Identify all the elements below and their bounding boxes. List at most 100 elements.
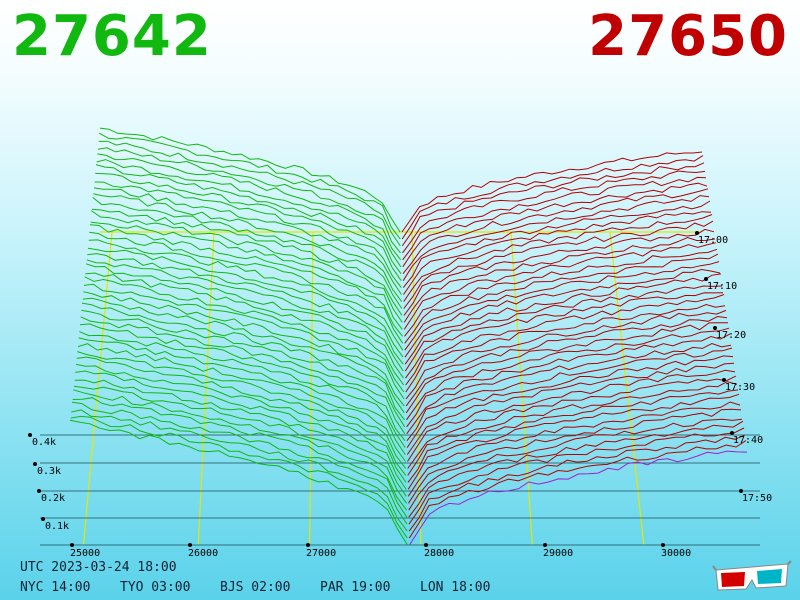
bid-depth-line [99, 132, 401, 240]
ask-depth-line [407, 375, 737, 469]
bid-depth-line [88, 239, 404, 351]
ask-depth-line [407, 369, 736, 462]
ask-depth-line [401, 162, 705, 247]
bid-depth-line [85, 272, 405, 386]
bid-depth-line [91, 210, 403, 323]
ask-depth-line [402, 195, 710, 281]
ask-depth-line [405, 315, 728, 407]
bid-depth-line [80, 316, 406, 434]
nyc-time: NYC 14:00 [20, 580, 91, 595]
ask-depth-line [405, 292, 724, 379]
volume-tick-label: 0.3k [37, 466, 61, 477]
time-tick-dot [695, 231, 699, 235]
bid-depth-line [76, 356, 407, 476]
utc-time: UTC 2023-03-24 18:00 [20, 560, 177, 575]
ask-depth-line [408, 440, 747, 539]
depth-curves [69, 127, 748, 546]
bid-depth-line [77, 351, 407, 469]
volume-tick-dot [41, 517, 45, 521]
price-tick-label: 29000 [543, 548, 573, 559]
time-tick-label: 17:00 [698, 235, 728, 246]
ask-depth-line [407, 401, 741, 497]
tyo-time: TYO 03:00 [120, 580, 191, 595]
bid-depth-line [81, 302, 405, 421]
bid-depth-line [73, 385, 407, 504]
ask-depth-line [405, 309, 727, 400]
ask-depth-line [407, 393, 740, 490]
bid-depth-line [96, 159, 402, 268]
ask-depth-line [408, 408, 742, 504]
time-tick-label: 17:30 [725, 382, 755, 393]
ask-depth-line [406, 327, 730, 421]
ask-depth-line [406, 347, 733, 442]
bid-depth-line [95, 164, 402, 274]
ask-depth-line [406, 342, 732, 434]
ask-depth-line [402, 170, 706, 254]
bid-depth-line [71, 401, 408, 525]
bid-depth-line [83, 283, 405, 400]
bid-depth-line [86, 259, 404, 372]
bid-depth-line [78, 337, 406, 455]
ask-depth-line [403, 236, 716, 323]
ask-depth-line [402, 188, 709, 275]
price-grid-line [197, 231, 215, 546]
ask-depth-line [403, 228, 715, 316]
ask-depth-line [406, 355, 734, 448]
bid-depth-line [81, 309, 406, 428]
axis-labels: 25000 26000 27000 28000 29000 30000 0.1k 0.2k 0.… [28, 231, 772, 559]
bid-depth-line [75, 370, 407, 490]
time-tick-dot [730, 431, 734, 435]
price-tick-label: 25000 [70, 548, 100, 559]
ask-depth-line [409, 450, 748, 546]
bid-depth-line [93, 193, 403, 302]
ask-depth-line [404, 253, 719, 344]
bid-depth-line [92, 197, 403, 309]
ask-depth-line [402, 182, 708, 268]
ask-depth-line [403, 220, 714, 309]
ask-depth-line [406, 333, 731, 428]
ask-depth-line [408, 418, 743, 511]
time-tick-dot [739, 489, 743, 493]
ask-depth-line [407, 381, 738, 476]
price-tick-label: 27000 [306, 548, 336, 559]
bid-depth-line [74, 379, 407, 497]
volume-tick-dot [28, 433, 32, 437]
bid-depth-line [77, 343, 406, 462]
price-tick-dot [188, 543, 192, 547]
volume-tick-dot [33, 462, 37, 466]
bid-depth-line [70, 415, 408, 539]
bid-depth-line [89, 231, 404, 344]
ask-depth-line [404, 285, 723, 372]
volume-tick-label: 0.2k [41, 493, 65, 504]
bid-depth-line [85, 263, 404, 379]
bid-depth-line [87, 253, 404, 365]
bid-depth-line [90, 221, 403, 330]
ask-depth-line [408, 427, 745, 525]
price-tick-dot [661, 543, 665, 547]
bid-depth-line [99, 127, 401, 233]
bid-depth-line [75, 363, 407, 483]
ask-depth-line [406, 362, 735, 455]
volume-tick-dot [37, 489, 41, 493]
ask-depth-line [403, 242, 717, 330]
ask-depth-line [403, 211, 712, 295]
bid-depth-line [71, 409, 408, 532]
price-tick-dot [424, 543, 428, 547]
bid-depth-line [97, 147, 401, 254]
par-time: PAR 19:00 [320, 580, 391, 595]
bid-depth-line [93, 187, 402, 295]
ask-depth-line [404, 248, 718, 337]
bid-depth-line [69, 419, 408, 546]
bid-depth-line [95, 172, 402, 281]
volume-tick-label: 0.1k [45, 521, 69, 532]
bid-depth-line [79, 331, 406, 448]
ask-depth-line [408, 420, 744, 518]
time-tick-label: 17:40 [733, 435, 763, 446]
price-tick-label: 30000 [661, 548, 691, 559]
ask-depth-line [404, 268, 721, 358]
bid-depth-line [98, 140, 401, 247]
3d-glasses-icon[interactable] [712, 560, 792, 594]
bjs-time: BJS 02:00 [220, 580, 291, 595]
ask-depth-line [404, 261, 720, 351]
bid-depth-line [83, 291, 405, 407]
